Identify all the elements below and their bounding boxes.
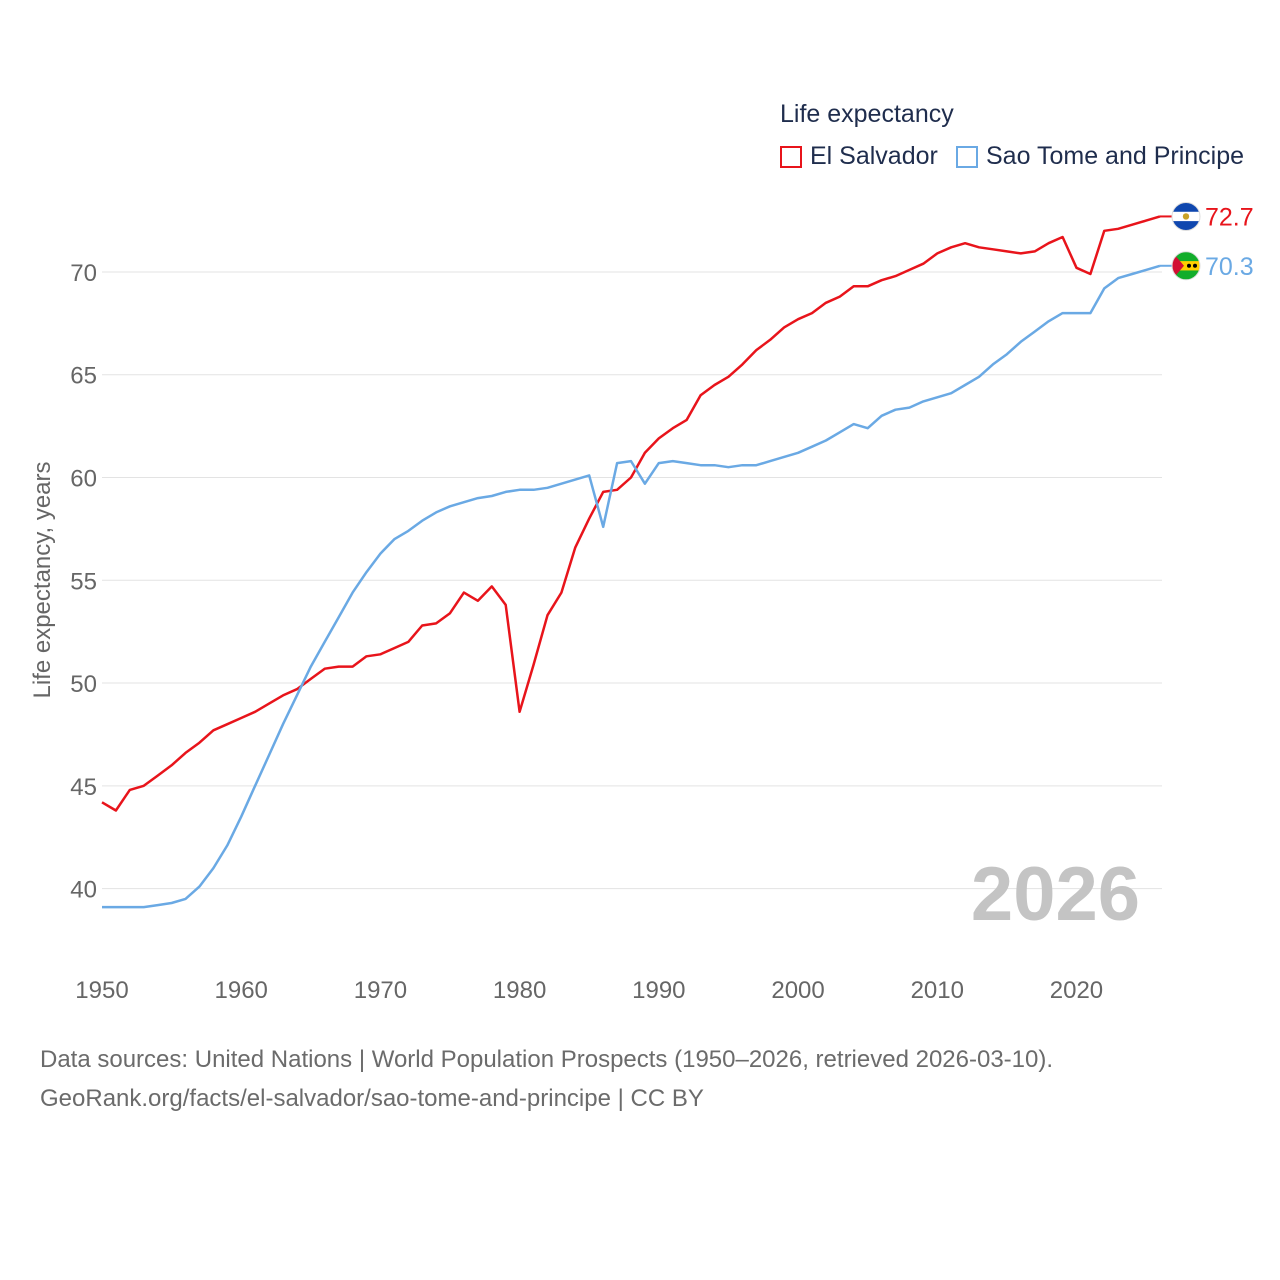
x-tick-label-1970: 1970 xyxy=(354,977,407,1004)
x-tick-label-1990: 1990 xyxy=(632,977,685,1004)
y-tick-label-50: 50 xyxy=(70,671,97,698)
legend-item-sao-tome[interactable]: Sao Tome and Principe xyxy=(956,142,1244,171)
legend-swatch-el-salvador xyxy=(780,145,802,168)
footer-sources: Data sources: United Nations | World Pop… xyxy=(40,1046,1054,1073)
legend-label-el-salvador: El Salvador xyxy=(810,142,938,170)
series-line-1 xyxy=(102,264,1161,909)
y-tick-label-40: 40 xyxy=(70,877,97,904)
y-axis-label: Life expectancy, years xyxy=(29,461,56,698)
footer-link[interactable]: GeoRank.org/facts/el-salvador/sao-tome-a… xyxy=(40,1085,704,1112)
x-tick-label-1950: 1950 xyxy=(75,977,128,1004)
legend-item-el-salvador[interactable]: El Salvador xyxy=(780,142,938,171)
legend-label-sao-tome: Sao Tome and Principe xyxy=(986,142,1245,170)
series-line-0 xyxy=(101,215,1161,812)
series-end-label-1: 70.3 xyxy=(1205,253,1254,281)
x-tick-label-1960: 1960 xyxy=(215,977,268,1004)
y-tick-label-65: 65 xyxy=(70,363,97,390)
series-end-label-0: 72.7 xyxy=(1205,203,1254,231)
sao-tome-flag-icon xyxy=(1171,251,1201,281)
legend-title: Life expectancy xyxy=(780,100,954,128)
el-salvador-flag-icon xyxy=(1171,201,1201,231)
x-tick-label-2020: 2020 xyxy=(1050,977,1103,1004)
y-tick-label-45: 45 xyxy=(70,774,97,801)
x-tick-label-1980: 1980 xyxy=(493,977,546,1004)
x-tick-label-2000: 2000 xyxy=(771,977,824,1004)
y-tick-label-60: 60 xyxy=(70,466,97,493)
legend-swatch-sao-tome xyxy=(956,145,978,168)
y-tick-label-55: 55 xyxy=(70,568,97,595)
current-year-label: 2026 xyxy=(971,852,1140,937)
x-tick-label-2010: 2010 xyxy=(911,977,964,1004)
y-tick-label-70: 70 xyxy=(70,260,97,287)
